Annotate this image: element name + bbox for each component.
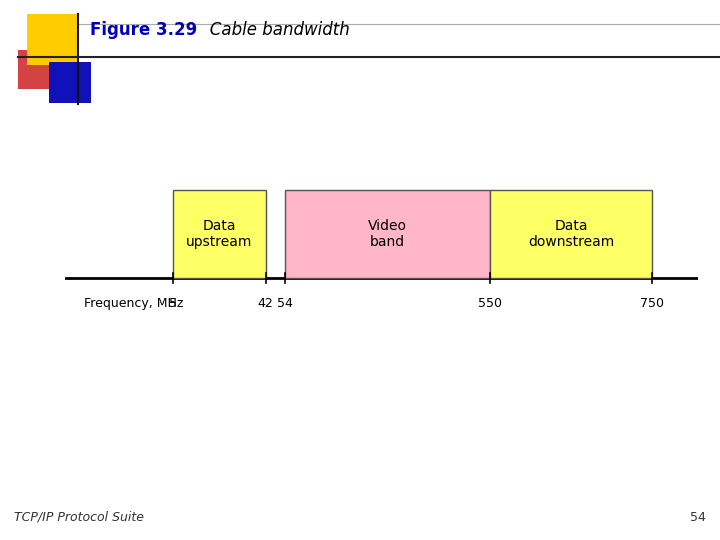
Text: 5: 5 [169,298,177,310]
Text: 42: 42 [258,298,274,310]
Text: Figure 3.29: Figure 3.29 [90,21,197,39]
Bar [173,191,266,278]
Text: Frequency, MHz: Frequency, MHz [84,298,184,310]
Text: 54: 54 [690,511,706,524]
Text: 54: 54 [277,298,293,310]
Text: 550: 550 [478,298,502,310]
Text: Data
upstream: Data upstream [186,219,253,249]
Bar [490,191,652,278]
Text: Video
band: Video band [368,219,407,249]
Text: Cable bandwidth: Cable bandwidth [194,21,350,39]
Bar [285,191,490,278]
Text: Data
downstream: Data downstream [528,219,614,249]
Text: TCP/IP Protocol Suite: TCP/IP Protocol Suite [14,511,145,524]
Text: 750: 750 [640,298,664,310]
